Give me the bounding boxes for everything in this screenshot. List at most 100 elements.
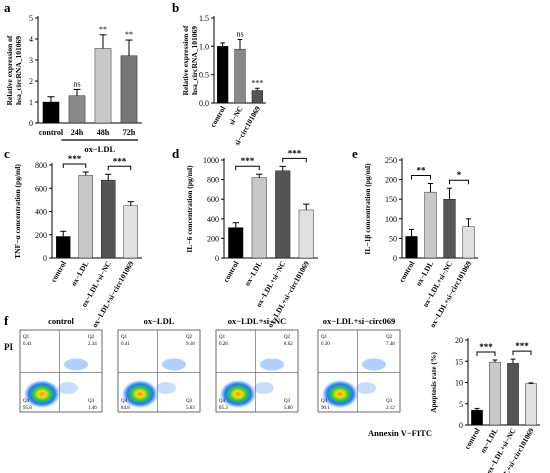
y-tick-label: 1000 xyxy=(203,156,219,165)
quadrant-label: Q4 xyxy=(23,399,30,404)
cell-cloud xyxy=(58,382,78,394)
x-tick-label: control xyxy=(39,128,64,137)
quadrant-label: Q2 xyxy=(386,335,393,340)
quadrant-label: Q2 xyxy=(88,335,95,340)
y-tick-label: 150 xyxy=(385,195,397,204)
cell-cloud xyxy=(220,380,256,408)
y-tick-label: 5 xyxy=(459,400,463,409)
flow-cytometry-row: PI Annexin V−FITC control Q1 0.41 Q2 2.34 Q4 95.… xyxy=(4,316,432,438)
quadrant-value: 2.34 xyxy=(88,342,97,347)
flow-plot-title: ox−LDL+si−NC xyxy=(228,316,286,326)
y-axis-label: hsa_circRNA_101069 xyxy=(190,26,199,95)
y-tick-label: 0 xyxy=(29,119,33,128)
y-tick-label: 1.5 xyxy=(199,14,209,23)
x-tick-label: control xyxy=(397,260,416,284)
cell-cloud xyxy=(122,380,158,408)
flow-plot: ox−LDL+si−NC Q1 0.28 Q2 8.62 Q4 85.3 Q3 5.80 xyxy=(215,316,299,413)
quadrant-label: Q2 xyxy=(284,335,291,340)
quadrant-label: Q1 xyxy=(219,335,226,340)
flow-x-label: Annexin V−FITC xyxy=(368,428,432,438)
bar xyxy=(424,191,437,259)
comparison-bracket xyxy=(449,179,469,185)
significance-label: ns xyxy=(236,30,243,39)
quadrant-value: 0.30 xyxy=(321,342,330,347)
y-axis-label: hsa_circRNA_101069 xyxy=(14,36,23,105)
panel-c: c 0 200 400 600 800 TNF−α concentration (pg/ml… xyxy=(4,146,142,329)
panel-letter: f xyxy=(4,313,9,328)
y-tick-label: 1 xyxy=(29,98,33,107)
cell-cloud xyxy=(156,382,176,394)
flow-y-label: PI xyxy=(4,342,13,352)
bracket-label: *** xyxy=(113,156,127,166)
quadrant-value: 0.41 xyxy=(121,342,130,347)
comparison-bracket xyxy=(62,163,87,168)
flow-plot-title: control xyxy=(48,316,74,326)
x-tick-label: control xyxy=(49,260,68,284)
comparison-bracket xyxy=(476,351,496,356)
panel-letter: c xyxy=(4,146,10,161)
y-tick-label: 600 xyxy=(207,195,219,204)
panel-a: a 0 1 2 3 4 5 Relative expression of hsa_circRNA… xyxy=(4,0,142,154)
bracket-label: *** xyxy=(241,156,255,166)
bar xyxy=(234,48,246,104)
bar xyxy=(471,409,483,426)
quadrant-label: Q1 xyxy=(23,335,30,340)
significance-label: ns xyxy=(73,79,80,88)
y-axis-label: Relative expression of xyxy=(181,25,190,95)
bar xyxy=(78,175,93,259)
bar xyxy=(489,361,501,426)
bar xyxy=(443,198,456,259)
y-tick-label: 3 xyxy=(29,56,33,65)
comparison-bracket xyxy=(235,165,260,171)
bar xyxy=(217,46,229,104)
quadrant-value: 84.8 xyxy=(121,406,130,411)
quadrant-value: 5.63 xyxy=(186,406,195,411)
panel-letter: e xyxy=(352,146,358,161)
cell-cloud xyxy=(162,358,186,371)
x-tick-label: ox−LDL xyxy=(69,260,90,288)
cell-cloud xyxy=(260,358,284,371)
y-tick-label: 200 xyxy=(207,234,219,243)
y-tick-label: 0 xyxy=(43,254,47,263)
quadrant-label: Q4 xyxy=(321,399,328,404)
x-tick-label: control xyxy=(463,427,482,451)
y-tick-label: 50 xyxy=(389,234,397,243)
bar xyxy=(251,90,263,104)
y-tick-label: 0.0 xyxy=(199,99,209,108)
y-tick-label: 200 xyxy=(35,231,47,240)
bar xyxy=(56,236,71,259)
significance-label: ** xyxy=(125,30,133,39)
quadrant-label: Q3 xyxy=(284,399,291,404)
quadrant-label: Q1 xyxy=(121,335,128,340)
comparison-bracket xyxy=(282,157,307,163)
y-tick-label: 2 xyxy=(29,77,33,86)
comparison-bracket xyxy=(411,175,431,180)
y-tick-label: 800 xyxy=(35,161,47,170)
bar xyxy=(275,170,291,259)
y-tick-label: 20 xyxy=(455,336,463,345)
y-axis-label: TNF−α concentration (pg/ml) xyxy=(13,164,22,259)
x-tick-label: 72h xyxy=(123,128,136,137)
bracket-label: *** xyxy=(515,341,529,351)
bracket-label: *** xyxy=(68,154,82,164)
y-tick-label: 250 xyxy=(385,156,397,165)
bracket-label: * xyxy=(457,170,462,180)
group-label: ox−LDL xyxy=(84,144,115,154)
y-tick-label: 400 xyxy=(35,208,47,217)
y-tick-label: 15 xyxy=(455,357,463,366)
bar xyxy=(507,363,519,426)
cell-cloud xyxy=(64,358,88,371)
y-axis-label: Relative expression of xyxy=(5,35,14,105)
x-tick-label: 48h xyxy=(97,128,110,137)
quadrant-value: 2.12 xyxy=(386,406,395,411)
panel-b: b 0.0 0.5 1.0 1.5 Relative expression of hsa_c… xyxy=(172,0,266,147)
quadrant-label: Q2 xyxy=(186,335,193,340)
bar xyxy=(42,101,60,124)
bar xyxy=(101,179,116,259)
bar xyxy=(94,48,112,124)
y-tick-label: 0.5 xyxy=(199,71,209,80)
flow-plot-title: ox−LDL xyxy=(144,316,175,326)
x-tick-label: control xyxy=(221,260,240,284)
comparison-bracket xyxy=(512,350,532,356)
